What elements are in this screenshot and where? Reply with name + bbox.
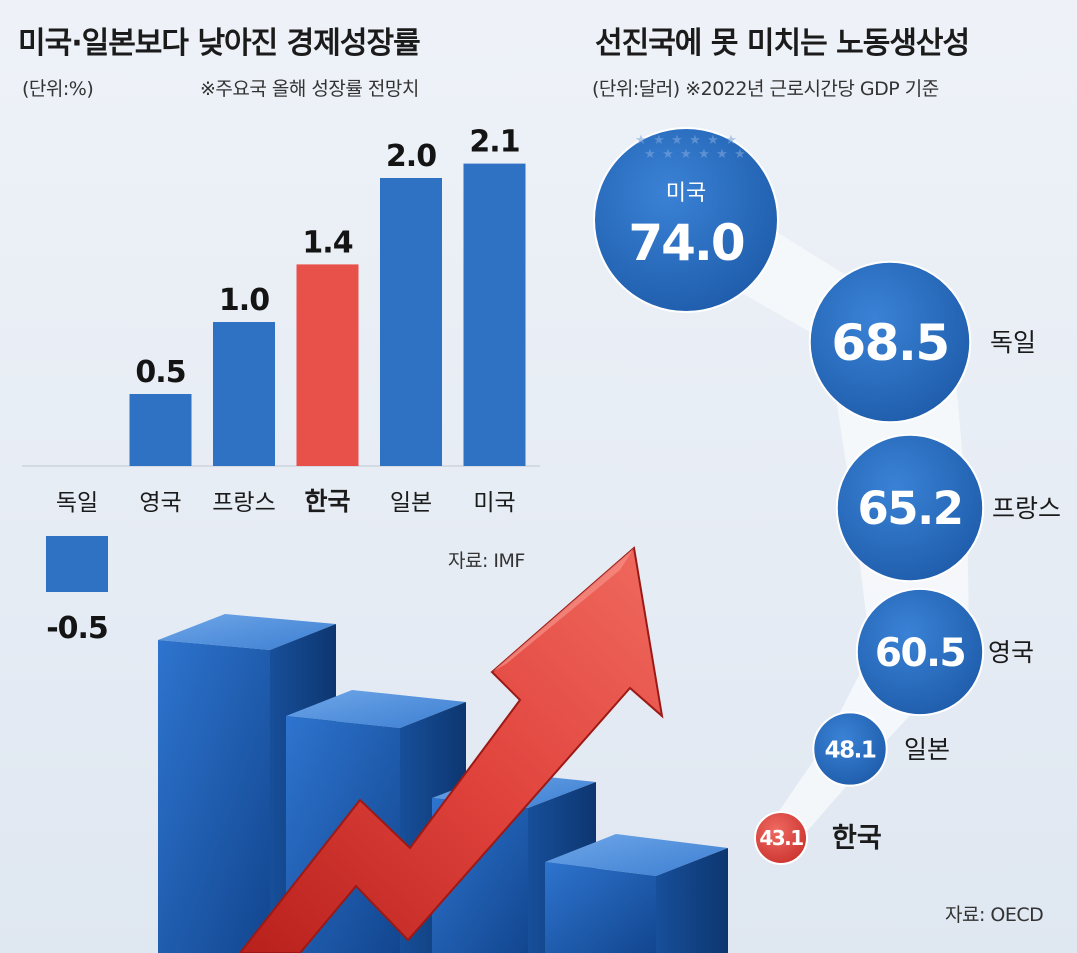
decorative-illustration <box>158 546 728 953</box>
bar-미국 <box>463 163 526 466</box>
left-chart-source: 자료: IMF <box>448 550 525 572</box>
category-label: 일본 <box>390 490 432 516</box>
cube-decoration <box>545 834 728 953</box>
right-chart-title: 선진국에 못 미치는 노동생산성 <box>595 26 970 61</box>
bubble-일본 <box>812 711 888 787</box>
bubble-value-label: 68.5 <box>831 314 948 372</box>
bar-독일 <box>46 536 108 592</box>
star-icon: ★ <box>671 133 683 148</box>
left-chart-note: ※주요국 올해 성장률 전망치 <box>200 78 419 100</box>
bubble-value-label: 65.2 <box>857 482 962 535</box>
star-icon: ★ <box>653 133 665 148</box>
bubble-category-label: 프랑스 <box>992 494 1061 523</box>
bar-value-label: 2.0 <box>386 139 436 174</box>
bubble-value-label: 48.1 <box>825 737 876 763</box>
red-arrow-decoration <box>238 546 664 953</box>
category-label: 프랑스 <box>212 490 275 516</box>
category-label: 독일 <box>56 490 98 516</box>
bar-일본 <box>380 178 442 466</box>
left-chart-unit: (단위:%) <box>22 78 94 100</box>
bubble-영국 <box>855 587 985 717</box>
bubble-category-label: 한국 <box>832 823 882 854</box>
star-icon: ★ <box>689 133 701 148</box>
bar-한국 <box>296 264 359 466</box>
bar-value-label: -0.5 <box>46 611 108 646</box>
category-label: 미국 <box>473 490 515 516</box>
bubble-value-label: 74.0 <box>628 214 744 272</box>
star-icon: ★ <box>662 147 674 162</box>
bubble-category-label: 독일 <box>990 328 1036 357</box>
bubble-category-label: 미국 <box>666 181 706 206</box>
right-chart-source: 자료: OECD <box>945 904 1044 926</box>
bar-value-label: 2.1 <box>469 125 519 160</box>
bubble-category-label: 영국 <box>988 638 1034 667</box>
star-icon: ★ <box>716 147 728 162</box>
bubble-독일 <box>808 260 972 424</box>
star-icon: ★ <box>725 133 737 148</box>
star-icon: ★ <box>734 147 746 162</box>
star-icon: ★ <box>635 133 647 148</box>
star-icon: ★ <box>644 147 656 162</box>
bubble-value-label: 60.5 <box>875 631 965 676</box>
right-chart-subtitle: (단위:달러) ※2022년 근로시간당 GDP 기준 <box>592 78 939 100</box>
star-icon: ★ <box>680 147 692 162</box>
bar-value-label: 1.4 <box>302 225 352 260</box>
left-chart-title: 미국·일본보다 낮아진 경제성장률 <box>18 26 421 61</box>
star-icon: ★ <box>707 133 719 148</box>
category-label: 한국 <box>304 487 350 516</box>
star-icon: ★ <box>698 147 710 162</box>
bar-value-label: 0.5 <box>135 355 185 390</box>
bar-프랑스 <box>213 322 275 466</box>
bar-영국 <box>129 394 192 466</box>
bubble-미국 <box>593 127 779 313</box>
bar-chart: -0.5 독일 0.5 영국 1.0 프랑스 1.4 한국 2.0 일본 2.1 미국 <box>46 125 526 646</box>
bubble-value-label: 43.1 <box>759 826 803 850</box>
category-label: 영국 <box>139 490 181 516</box>
bar-value-label: 1.0 <box>219 283 269 318</box>
bubble-한국 <box>754 811 808 865</box>
bubble-프랑스 <box>835 433 985 583</box>
bubble-category-label: 일본 <box>904 735 950 764</box>
